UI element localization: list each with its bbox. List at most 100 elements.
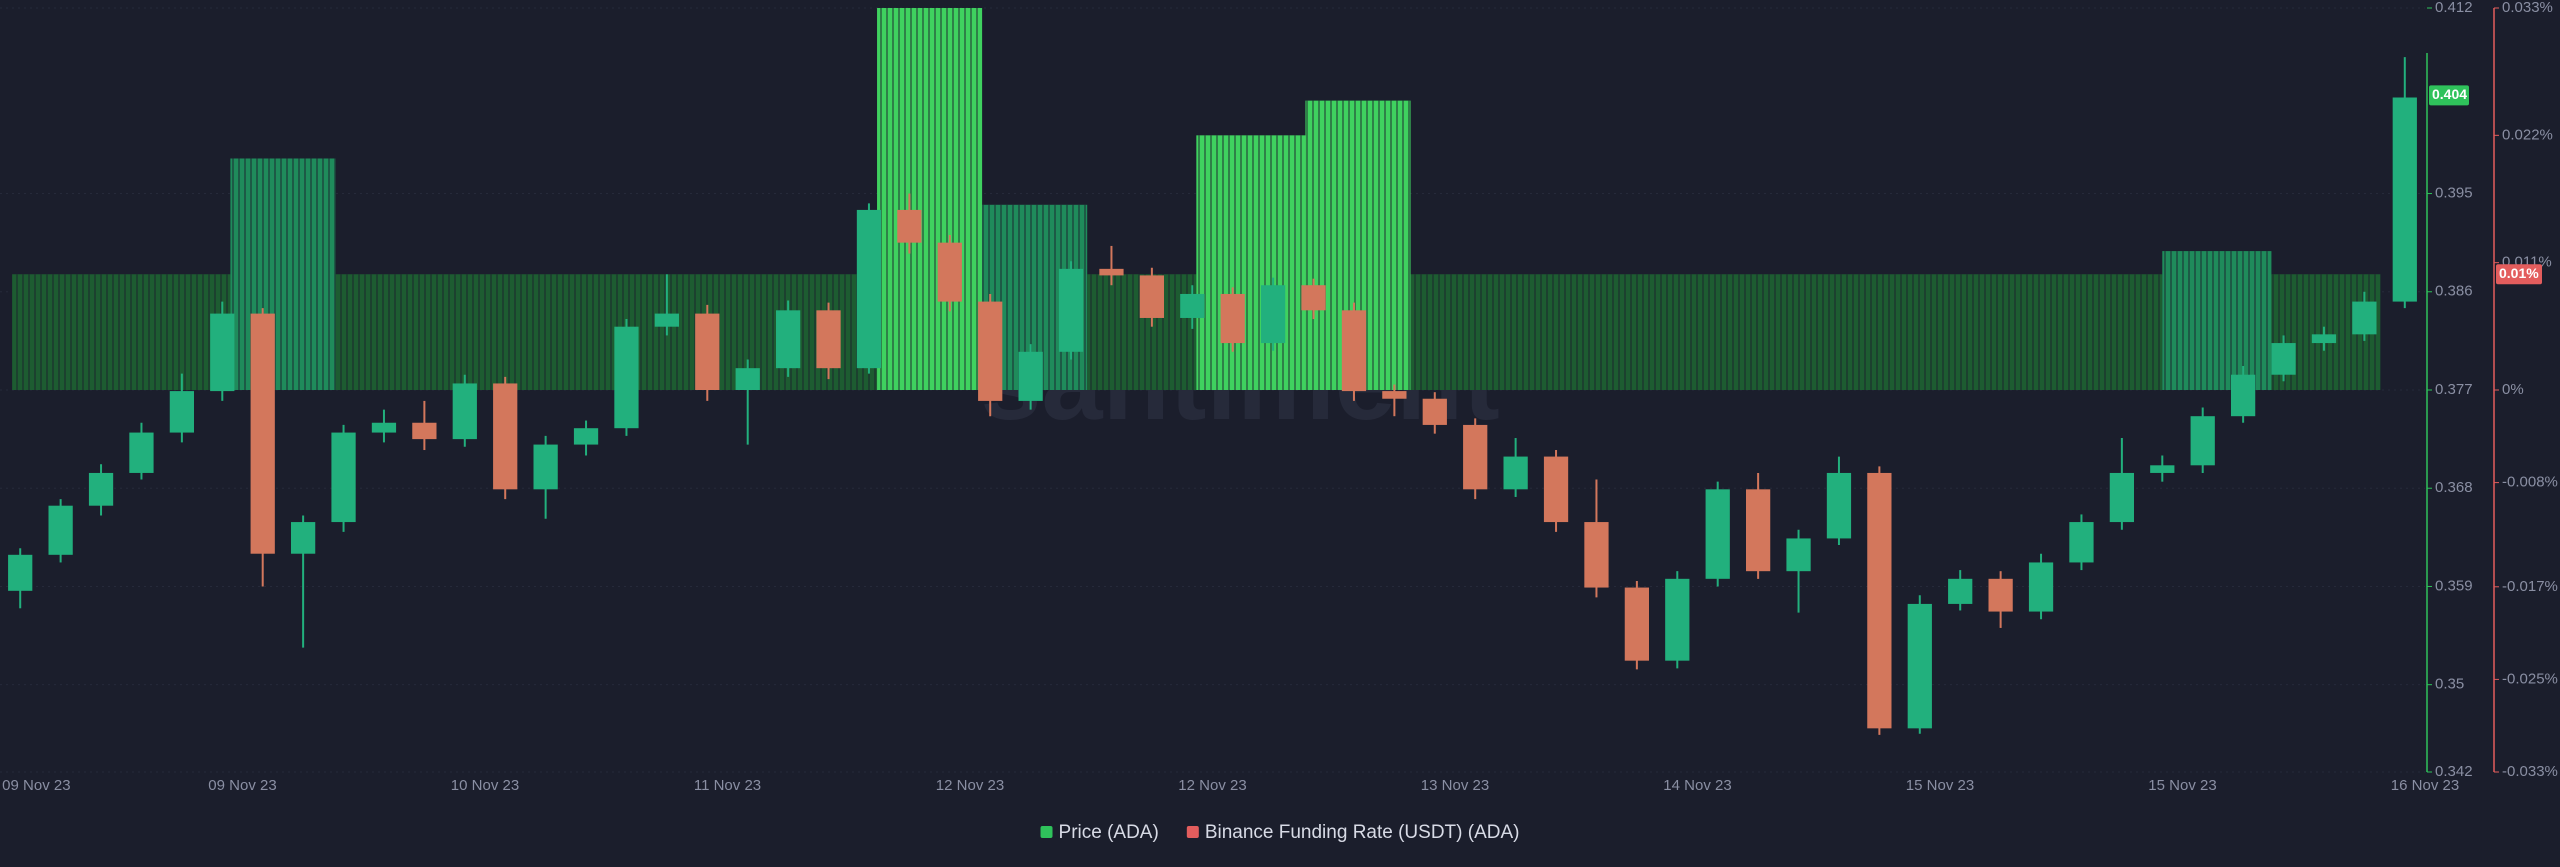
x-tick-label: 14 Nov 23 [1663, 777, 1731, 794]
candle-body [816, 310, 841, 369]
x-tick-label: 10 Nov 23 [451, 777, 519, 794]
y2-tick-label: 0% [2502, 381, 2524, 398]
y2-tick-label: -0.025% [2502, 670, 2558, 687]
legend-label: Price (ADA) [1059, 822, 1159, 843]
funding-bar-stripes [2162, 251, 2272, 390]
price-tag-bg [2429, 85, 2469, 106]
candle-body [2231, 374, 2256, 417]
candle-body [654, 313, 679, 327]
candle-body [1058, 268, 1084, 352]
legend-swatch [1040, 826, 1053, 838]
candle-body [2271, 343, 2296, 375]
candle-body [978, 301, 1003, 401]
candle-body [1705, 489, 1730, 579]
candle-body [1301, 285, 1326, 311]
candle-body [1624, 587, 1649, 661]
candle-body [1543, 456, 1569, 523]
candle-body [735, 368, 760, 390]
y2-tick-label: 0.033% [2502, 0, 2553, 16]
candle-body [1261, 285, 1286, 344]
candle-body [1826, 472, 1852, 539]
x-tick-label: 16 Nov 23 [2391, 777, 2459, 794]
y-tick-label: 0.412 [2435, 0, 2473, 16]
candle-body [533, 444, 558, 490]
candle-body [1948, 578, 1973, 604]
y2-tick-label: -0.008% [2502, 474, 2558, 491]
funding-bar-stripes [1410, 274, 2163, 390]
candle-body [1099, 268, 1124, 276]
candle-body [493, 383, 518, 490]
candle-body [1503, 456, 1528, 490]
candle-body [937, 242, 962, 302]
candle-body [776, 310, 801, 369]
candle-body [1180, 293, 1205, 318]
candle-body [1463, 424, 1488, 490]
y2-tick-label: -0.017% [2502, 578, 2558, 595]
y-tick-label: 0.35 [2435, 676, 2464, 693]
candle-body [1018, 351, 1043, 401]
x-tick-label: 12 Nov 23 [936, 777, 1004, 794]
legend-label: Binance Funding Rate (USDT) (ADA) [1205, 822, 1520, 843]
x-tick-label: 15 Nov 23 [1906, 777, 1974, 794]
candle-body [210, 313, 235, 392]
price-tag: 0.404 [2432, 86, 2467, 102]
x-tick-label: 12 Nov 23 [1178, 777, 1246, 794]
y2-tick-label: -0.033% [2502, 763, 2558, 780]
candle-body [2028, 562, 2054, 612]
candle-body [2311, 334, 2337, 344]
candle-body [412, 422, 437, 440]
y-tick-label: 0.368 [2435, 479, 2473, 496]
candle-body [250, 313, 275, 554]
candle-body [129, 432, 154, 473]
y-tick-label: 0.359 [2435, 577, 2473, 594]
candle-body [1220, 293, 1245, 344]
candle-body [2150, 465, 2175, 473]
candle-body [2069, 522, 2094, 563]
funding-bar-stripes [1196, 135, 1306, 390]
y-tick-label: 0.395 [2435, 185, 2473, 202]
candle-body [331, 432, 356, 523]
y-tick-label: 0.377 [2435, 381, 2473, 398]
candle-body [371, 422, 397, 433]
candle-body [573, 428, 599, 445]
x-tick-label: 09 Nov 23 [2, 777, 70, 794]
funding-bar-stripes [12, 274, 231, 390]
y2-tick-label: 0.022% [2502, 126, 2553, 143]
candle-body [291, 522, 316, 554]
candle-body [614, 326, 639, 429]
x-tick-label: 15 Nov 23 [2148, 777, 2216, 794]
candle-body [695, 313, 720, 390]
candle-body [1746, 489, 1771, 572]
y-tick-label: 0.342 [2435, 763, 2473, 780]
x-tick-label: 13 Nov 23 [1421, 777, 1489, 794]
candle-body [1907, 603, 1932, 729]
candle-body [1988, 578, 2013, 612]
candle-body [1584, 522, 1609, 588]
candle-body [2392, 97, 2417, 302]
x-tick-label: 09 Nov 23 [208, 777, 276, 794]
candle-body [452, 383, 477, 440]
funding-bar-stripes [877, 8, 983, 390]
candle-body [2352, 301, 2377, 335]
funding-bar-stripes [230, 158, 336, 390]
candle-body [897, 209, 922, 243]
candle-body [2190, 416, 2215, 466]
y-tick-label: 0.386 [2435, 283, 2473, 300]
candle-body [1422, 398, 1447, 425]
candle-body [1786, 538, 1811, 572]
funding-tag-bg [2496, 264, 2542, 285]
funding-tag: 0.01% [2499, 265, 2539, 281]
candle-body [48, 505, 73, 555]
candle-body [1139, 275, 1164, 318]
candle-body [1867, 472, 1892, 729]
candle-body [1382, 391, 1407, 399]
candle-body [88, 472, 114, 506]
legend-swatch [1186, 826, 1199, 838]
candle-body [1341, 310, 1367, 392]
candle-body [8, 554, 33, 591]
x-tick-label: 11 Nov 23 [694, 777, 761, 794]
candle-body [2109, 472, 2134, 523]
candle-body [1665, 578, 1690, 661]
